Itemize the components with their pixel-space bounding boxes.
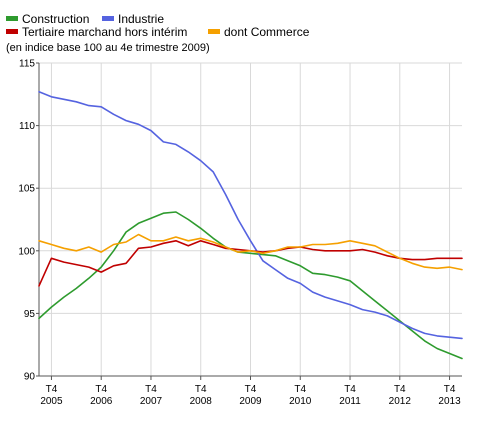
x-tick-label-year: 2007 <box>140 396 163 407</box>
legend-label-tertiaire: Tertiaire marchand hors intérim <box>22 25 188 39</box>
axis-layer <box>36 62 462 380</box>
x-tick-label-quarter: T4 <box>46 384 58 395</box>
x-tick-label-year: 2013 <box>438 396 461 407</box>
x-tick-label-quarter: T4 <box>294 384 306 395</box>
chart-subtitle: (en indice base 100 au 4e trimestre 2009… <box>6 42 210 54</box>
tick-label-layer: 9095100105110115T42005T42006T42007T42008… <box>18 59 461 408</box>
series-line-industrie <box>38 91 463 340</box>
x-tick-label-quarter: T4 <box>95 384 107 395</box>
x-tick-label-year: 2009 <box>239 396 262 407</box>
series-line-construction <box>38 211 463 360</box>
legend-item-commerce: dont Commerce <box>208 25 309 39</box>
x-tick-label-quarter: T4 <box>145 384 157 395</box>
y-tick-label: 95 <box>24 309 36 320</box>
x-tick-label-year: 2005 <box>40 396 63 407</box>
legend-swatch-commerce <box>208 29 220 35</box>
series-layer <box>38 91 463 360</box>
x-tick-label-quarter: T4 <box>245 384 257 395</box>
legend-label-industrie: Industrie <box>118 12 165 26</box>
y-tick-label: 90 <box>24 372 36 383</box>
y-tick-label: 110 <box>19 121 35 132</box>
legend-item-tertiaire: Tertiaire marchand hors intérim <box>6 25 187 39</box>
legend-item-construction: Construction <box>6 12 89 26</box>
y-tick-label: 100 <box>18 246 35 257</box>
legend-swatch-tertiaire <box>6 29 18 35</box>
grid-layer <box>39 62 462 377</box>
x-tick-label-year: 2008 <box>190 396 213 407</box>
legend-item-industrie: Industrie <box>102 12 164 26</box>
y-tick-label: 115 <box>19 59 35 70</box>
x-tick-label-year: 2011 <box>339 396 361 407</box>
x-tick-label-quarter: T4 <box>344 384 356 395</box>
x-tick-label-quarter: T4 <box>195 384 207 395</box>
series-line-commerce <box>38 233 463 271</box>
x-tick-label-year: 2006 <box>90 396 113 407</box>
y-tick-label: 105 <box>18 184 35 195</box>
legend-swatch-construction <box>6 16 18 22</box>
x-tick-label-year: 2012 <box>389 396 412 407</box>
legend-label-construction: Construction <box>22 12 90 26</box>
x-tick-label-quarter: T4 <box>394 384 406 395</box>
legend-label-commerce: dont Commerce <box>224 25 310 39</box>
x-tick-label-quarter: T4 <box>444 384 456 395</box>
legend-swatch-industrie <box>102 16 114 22</box>
x-tick-label-year: 2010 <box>289 396 312 407</box>
